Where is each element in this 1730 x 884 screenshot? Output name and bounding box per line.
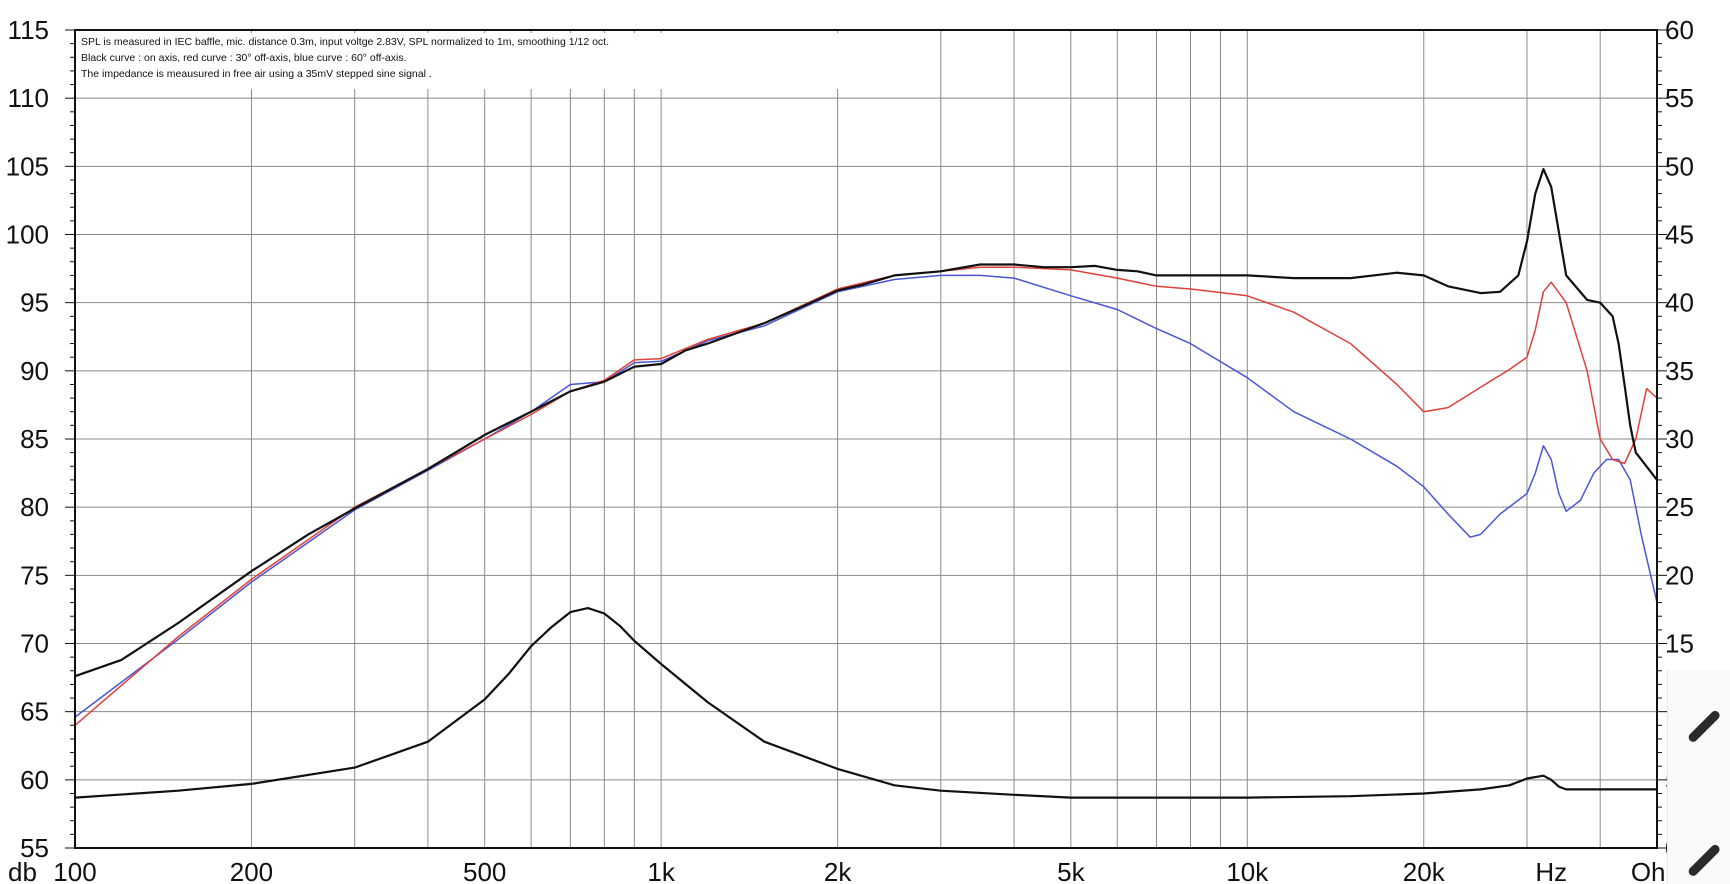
x-axis-tick-label: 2k <box>824 857 852 884</box>
right-axis-tick-label: 60 <box>1665 15 1694 45</box>
left-axis-tick-label: 60 <box>20 765 49 795</box>
left-axis-tick-label: 75 <box>20 560 49 590</box>
left-axis-tick-label: 85 <box>20 424 49 454</box>
left-axis-tick-label: 70 <box>20 629 49 659</box>
left-axis-tick-label: 95 <box>20 288 49 318</box>
right-axis-tick-label: 45 <box>1665 220 1694 250</box>
left-axis-tick-label: 80 <box>20 492 49 522</box>
x-axis-tick-label: 10k <box>1226 857 1269 884</box>
measurement-note: Black curve : on axis, red curve : 30° o… <box>81 52 407 64</box>
measurement-note: SPL is measured in IEC baffle, mic. dist… <box>81 36 609 48</box>
blue-spl-curve <box>74 274 1658 718</box>
left-axis-tick-label: 110 <box>8 83 49 113</box>
left-axis-tick-label: 115 <box>8 15 49 45</box>
resize-handle[interactable] <box>1667 670 1730 884</box>
resize-grip-icon <box>1686 843 1722 878</box>
resize-grip-icon <box>1686 709 1722 744</box>
x-axis-tick-label: 200 <box>230 857 273 884</box>
left-axis-tick-label: 105 <box>6 151 49 181</box>
x-axis-tick-label: 500 <box>463 857 506 884</box>
right-axis-tick-label: 30 <box>1665 424 1694 454</box>
right-axis-tick-label: 35 <box>1665 356 1694 386</box>
x-axis-tick-label: 100 <box>53 857 96 884</box>
left-axis-tick-label: 90 <box>20 356 49 386</box>
measurement-notes: SPL is measured in IEC baffle, mic. dist… <box>78 33 868 89</box>
curves <box>74 168 1658 799</box>
left-axis-tick-label: 65 <box>20 697 49 727</box>
right-axis-tick-label: 55 <box>1665 83 1694 113</box>
x-axis-tick-label: 5k <box>1057 857 1085 884</box>
x-axis-tick-label: 20k <box>1403 857 1446 884</box>
left-axis-tick-label: 55 <box>20 833 49 863</box>
notes-background <box>78 33 868 89</box>
right-axis-tick-label: 15 <box>1665 629 1694 659</box>
measurement-note: The impedance is meausured in free air u… <box>81 68 432 80</box>
left-unit-label: db <box>8 857 37 884</box>
plot-frame <box>65 29 1667 849</box>
left-axis-tick-label: 100 <box>6 220 49 250</box>
impedance-curve <box>74 607 1657 799</box>
right-axis-tick-label: 50 <box>1665 151 1694 181</box>
black-spl-curve <box>74 168 1658 678</box>
right-axis-tick-label: 25 <box>1665 492 1694 522</box>
right-axis-tick-label: 40 <box>1665 288 1694 318</box>
x-unit-label: Hz <box>1535 857 1567 884</box>
right-axis-tick-label: 20 <box>1665 560 1694 590</box>
x-axis-tick-label: 1k <box>647 857 675 884</box>
axis-ticks: 5560657075808590951001051101150510152025… <box>6 15 1694 884</box>
